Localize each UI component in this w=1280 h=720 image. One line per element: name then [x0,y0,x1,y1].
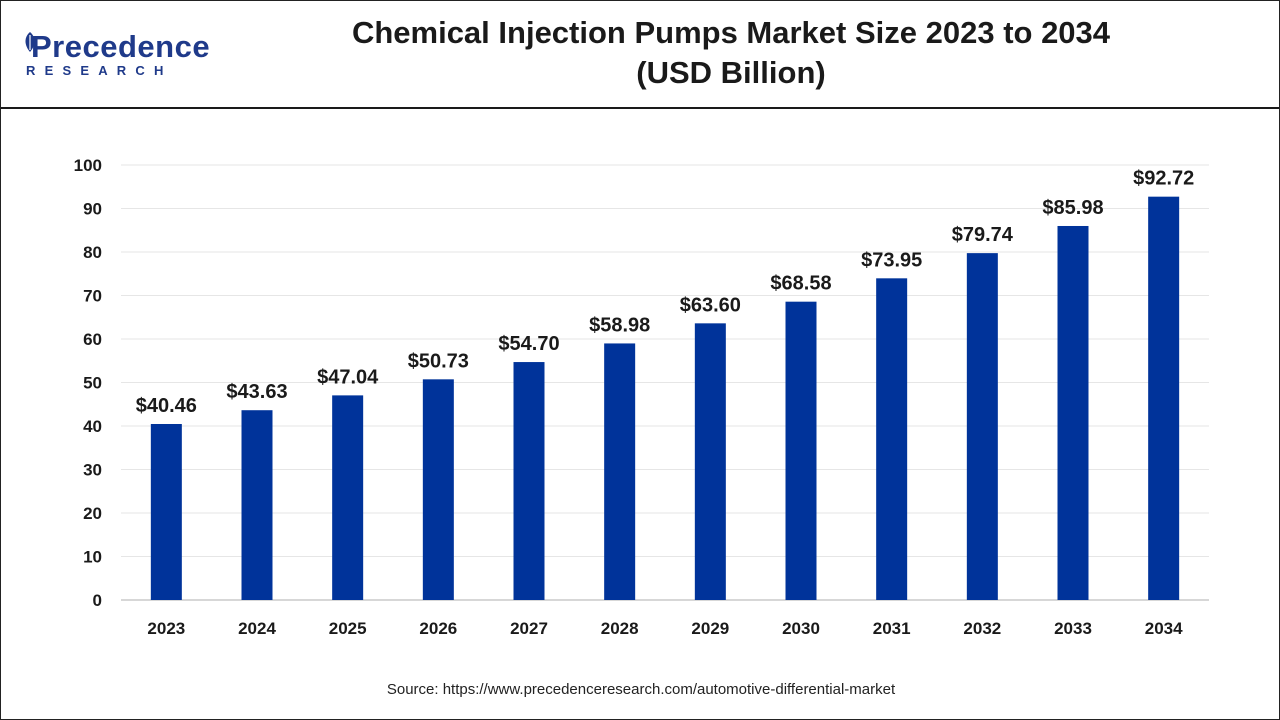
chart-title: Chemical Injection Pumps Market Size 202… [241,13,1221,93]
data-label: $68.58 [770,273,831,295]
y-tick-label: 30 [83,461,102,480]
data-label: $79.74 [952,224,1014,246]
y-tick-label: 10 [83,548,102,567]
bar-2028 [604,343,636,600]
data-label: $43.63 [226,381,287,403]
y-tick-label: 0 [93,591,102,610]
data-label: $63.60 [680,294,741,316]
x-tick-label: 2028 [601,619,639,638]
x-tick-label: 2025 [329,619,367,638]
bar-2025 [332,395,364,600]
y-tick-label: 60 [83,330,102,349]
bar-2031 [876,278,908,600]
bar-2029 [694,323,726,600]
y-tick-label: 70 [83,287,102,306]
bar-chart: 0102030405060708090100$40.462023$43.6320… [74,156,1209,638]
y-tick-label: 80 [83,243,102,262]
x-tick-label: 2031 [873,619,911,638]
data-label: $92.72 [1133,168,1194,190]
bar-2024 [241,410,273,600]
data-label: $47.04 [317,366,379,388]
chart-title-line1: Chemical Injection Pumps Market Size 202… [351,15,1111,50]
x-tick-label: 2024 [238,619,276,638]
bar-2032 [966,253,998,601]
data-label: $85.98 [1042,197,1103,219]
x-tick-label: 2034 [1145,619,1183,638]
bar-2023 [150,423,182,600]
x-tick-label: 2026 [419,619,457,638]
brand-logo: Precedence RESEARCH [23,29,223,85]
bar-2034 [1148,196,1180,600]
data-label: $73.95 [861,249,922,271]
chart-title-line2: (USD Billion) [636,55,826,90]
bar-2030 [785,301,817,600]
logo-subtitle: RESEARCH [26,63,173,78]
x-tick-label: 2033 [1054,619,1092,638]
data-label: $58.98 [589,314,650,336]
x-tick-label: 2023 [147,619,185,638]
y-tick-label: 20 [83,504,102,523]
bar-2026 [422,379,454,600]
y-tick-label: 50 [83,374,102,393]
logo-wordmark: Precedence [31,29,211,64]
x-tick-label: 2032 [963,619,1001,638]
x-tick-label: 2029 [691,619,729,638]
data-label: $50.73 [408,350,469,372]
data-label: $54.70 [498,333,559,355]
bar-2033 [1057,225,1089,600]
y-tick-label: 90 [83,200,102,219]
header: Precedence RESEARCH Chemical Injection P… [1,1,1279,109]
source-note: Source: https://www.precedenceresearch.c… [386,681,896,698]
data-label: $40.46 [136,395,197,417]
leaf-icon [25,32,35,52]
x-tick-label: 2030 [782,619,820,638]
x-tick-label: 2027 [510,619,548,638]
y-tick-label: 40 [83,417,102,436]
y-tick-label: 100 [74,156,102,175]
bar-2027 [513,362,545,600]
